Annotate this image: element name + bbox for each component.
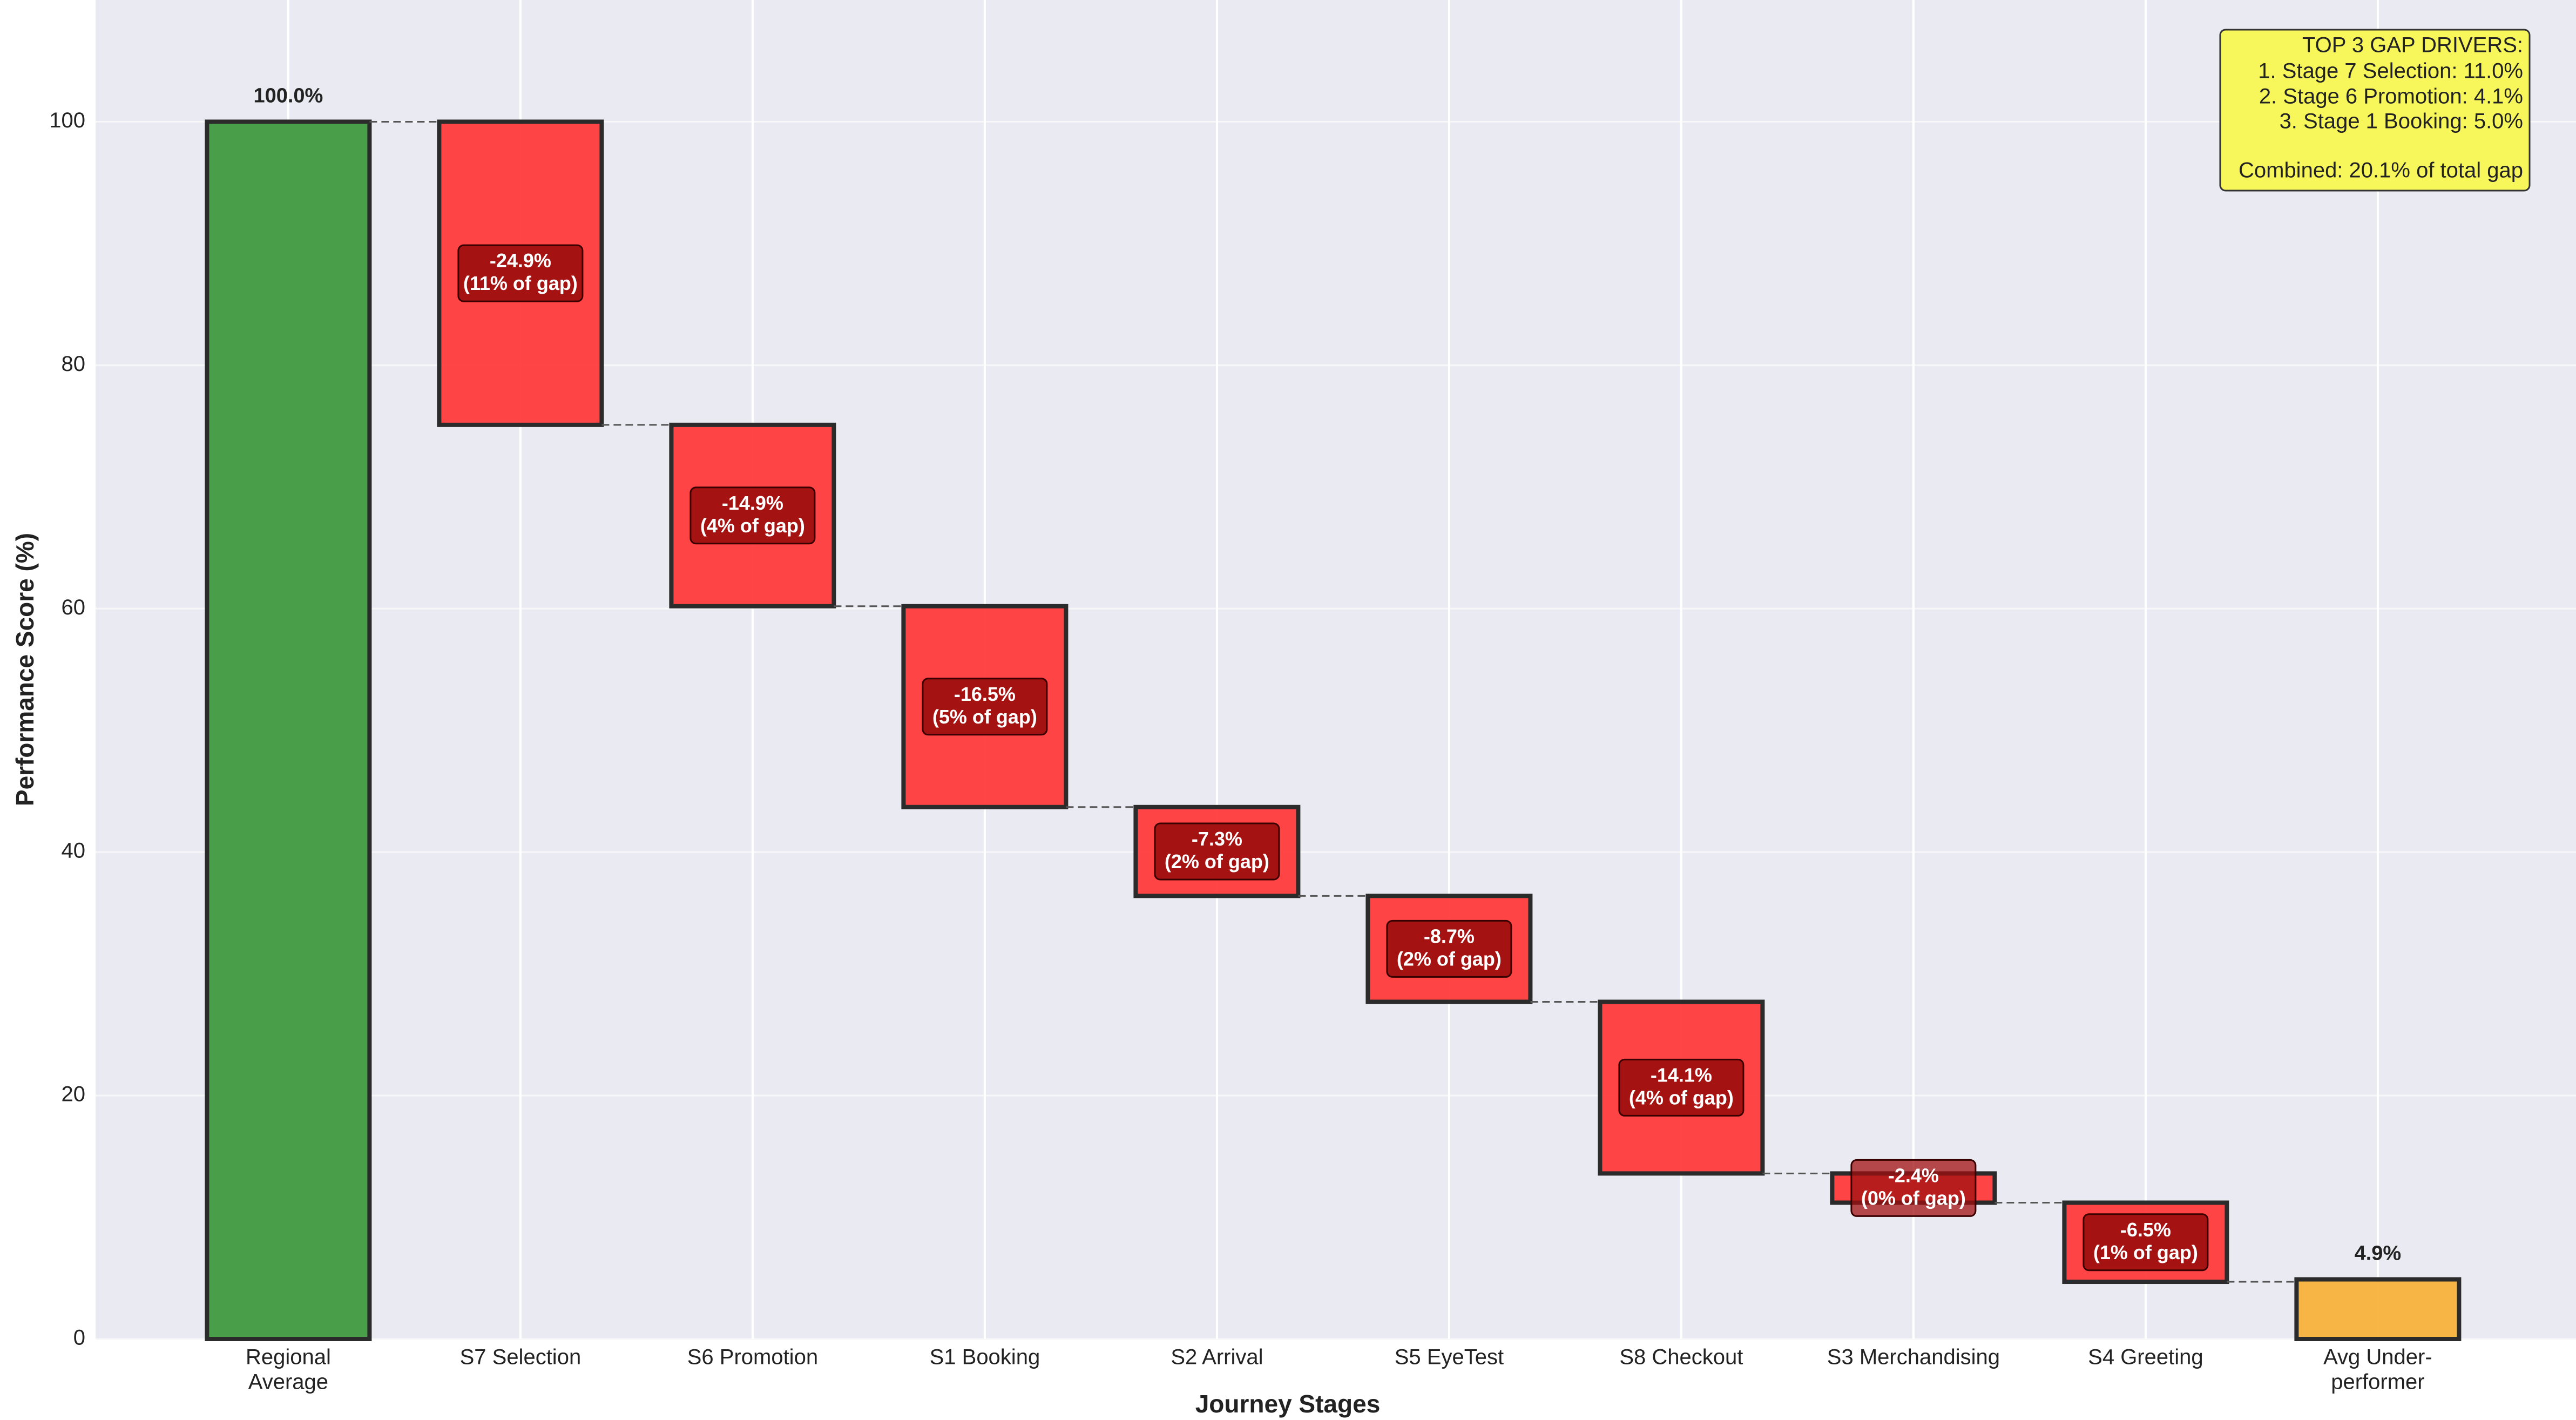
value-label-line: -24.9% <box>490 249 551 272</box>
value-label: -14.9% (4% of gap) <box>700 491 805 536</box>
value-label-line: -14.9% <box>722 491 783 513</box>
y-tick-label: 60 <box>62 596 86 619</box>
value-label-box <box>1154 822 1280 881</box>
gap-share-label: (5% of gap) <box>932 705 1037 727</box>
x-tick-label: S7 Selection <box>460 1345 582 1369</box>
value-label: -8.7% (2% of gap) <box>1397 925 1502 970</box>
value-label-line: -2.4% <box>1888 1164 1939 1186</box>
value-label-line: -16.5% <box>954 682 1016 705</box>
x-tick-label: performer <box>2331 1370 2424 1394</box>
x-tick-label: S1 Booking <box>930 1345 1040 1369</box>
gap-share-label: (1% of gap) <box>2093 1241 2198 1263</box>
annotation-line: 3. Stage 1 Booking: 5.0% <box>2280 110 2523 133</box>
x-tick-label: S5 EyeTest <box>1395 1345 1504 1369</box>
value-label-box <box>2083 1213 2209 1272</box>
annotation-line: Combined: 20.1% of total gap <box>2239 159 2523 182</box>
value-label: -7.3% (2% of gap) <box>1165 828 1269 873</box>
value-label: -24.9% (11% of gap) <box>463 249 578 294</box>
value-label-line: -6.5% <box>2120 1218 2171 1240</box>
x-tick-label: Avg Under- <box>2323 1345 2432 1369</box>
value-label-box <box>457 244 584 302</box>
value-label-box <box>1386 919 1512 978</box>
gap-share-label: (2% of gap) <box>1397 948 1502 970</box>
annotation-box <box>2219 29 2531 192</box>
x-tick-label: Average <box>248 1370 328 1394</box>
value-label-box <box>689 486 816 545</box>
y-tick-label: 0 <box>73 1326 85 1350</box>
value-label-box <box>922 678 1048 736</box>
annotation-line: TOP 3 GAP DRIVERS: <box>2302 33 2523 57</box>
x-tick-label: S8 Checkout <box>1619 1345 1743 1369</box>
x-axis-title: Journey Stages <box>1195 1390 1381 1418</box>
annotation-line: 2. Stage 6 Promotion: 4.1% <box>2259 85 2523 109</box>
value-label: -6.5% (1% of gap) <box>2093 1218 2198 1263</box>
gap-share-label: (4% of gap) <box>1629 1086 1734 1108</box>
value-label: -16.5% (5% of gap) <box>932 682 1037 727</box>
gap-share-label: (0% of gap) <box>1861 1187 1966 1209</box>
gap-share-label: (11% of gap) <box>463 272 578 294</box>
y-tick-label: 40 <box>62 839 86 863</box>
x-tick-label: S6 Promotion <box>687 1345 818 1369</box>
gap-share-label: (4% of gap) <box>700 514 805 536</box>
value-label-box <box>1850 1159 1977 1217</box>
x-tick-label: S2 Arrival <box>1171 1345 1263 1369</box>
gap-share-label: (2% of gap) <box>1165 850 1269 873</box>
bar <box>2294 1277 2462 1342</box>
value-label: 4.9% <box>2355 1242 2402 1265</box>
x-tick-label: S3 Merchandising <box>1827 1345 2000 1369</box>
value-label-line: -14.1% <box>1651 1064 1712 1086</box>
y-tick-label: 100 <box>49 109 85 132</box>
annotation-line: 1. Stage 7 Selection: 11.0% <box>2258 59 2523 83</box>
value-label-box <box>1618 1058 1745 1117</box>
x-tick-label: Regional <box>246 1345 331 1369</box>
value-label-line: -8.7% <box>1424 925 1475 947</box>
x-tick-label: S4 Greeting <box>2088 1345 2203 1369</box>
value-label: -2.4% (0% of gap) <box>1861 1164 1966 1209</box>
value-label: 100.0% <box>253 84 323 107</box>
y-tick-label: 20 <box>62 1083 86 1106</box>
value-label-line: -7.3% <box>1192 828 1242 850</box>
bar <box>205 119 372 1341</box>
y-tick-label: 80 <box>62 352 86 376</box>
y-axis-title: Performance Score (%) <box>11 533 39 806</box>
value-label: -14.1% (4% of gap) <box>1629 1064 1734 1108</box>
